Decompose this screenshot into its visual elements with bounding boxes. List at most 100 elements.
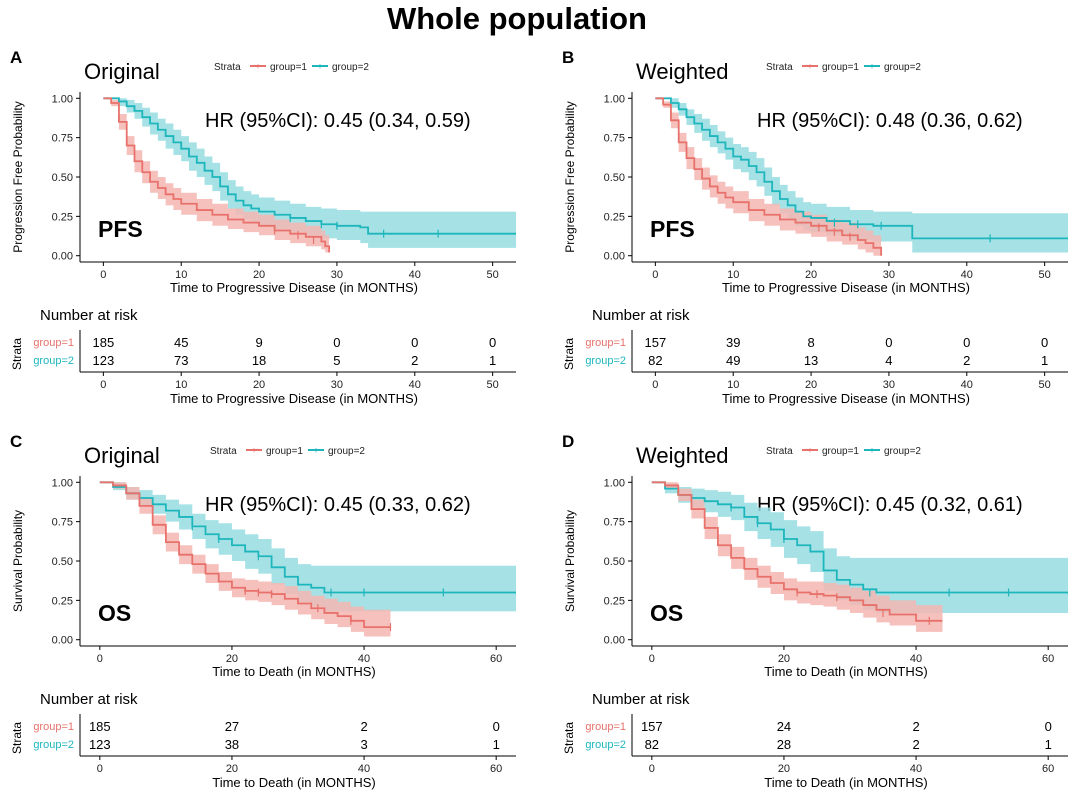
legend-title: Strata bbox=[766, 446, 793, 457]
risk-count: 157 bbox=[641, 719, 663, 734]
x-tick-label: 30 bbox=[883, 269, 895, 281]
panel-b: B Weighted Strata + group=1 + group=2 HR (95%CI… bbox=[562, 48, 1068, 406]
y-tick-label: 0.50 bbox=[604, 172, 625, 184]
x-tick-label: 40 bbox=[961, 269, 973, 281]
y-tick-label: 0.00 bbox=[604, 251, 625, 263]
risk-row-label: group=1 bbox=[33, 337, 74, 349]
risk-x-tick-label: 20 bbox=[805, 379, 817, 391]
panel-subtitle: Original bbox=[84, 443, 160, 468]
y-tick-label: 0.25 bbox=[52, 595, 73, 607]
risk-x-tick-label: 40 bbox=[358, 763, 370, 775]
risk-count: 8 bbox=[807, 335, 814, 350]
legend-label: group=1 bbox=[270, 62, 307, 73]
risk-x-axis-label: Time to Progressive Disease (in MONTHS) bbox=[722, 391, 970, 406]
legend: Strata + group=1 + group=2 bbox=[210, 446, 365, 458]
figure-title: Whole population bbox=[387, 1, 647, 36]
panel-subtitle: Weighted bbox=[636, 59, 729, 84]
legend-label: group=1 bbox=[822, 62, 859, 73]
legend-swatch-plus: + bbox=[313, 446, 318, 456]
x-tick-label: 60 bbox=[490, 653, 502, 665]
risk-count: 2 bbox=[912, 737, 919, 752]
endpoint-label: PFS bbox=[650, 216, 695, 242]
risk-x-tick-label: 0 bbox=[652, 379, 658, 391]
risk-row-label: group=1 bbox=[33, 721, 74, 733]
x-tick-label: 60 bbox=[1042, 653, 1054, 665]
risk-count: 157 bbox=[645, 335, 667, 350]
panel-letter: D bbox=[562, 432, 574, 451]
risk-count: 45 bbox=[174, 335, 188, 350]
risk-row-label: group=2 bbox=[585, 739, 626, 751]
y-axis-label: Progression Free Probability bbox=[563, 101, 577, 252]
risk-count: 0 bbox=[885, 335, 892, 350]
legend-swatch-plus: + bbox=[869, 62, 874, 72]
risk-strata-label: Strata bbox=[562, 338, 576, 370]
legend-swatch-plus: + bbox=[251, 446, 256, 456]
risk-count: 4 bbox=[885, 353, 892, 368]
y-tick-label: 0.75 bbox=[52, 133, 73, 145]
risk-x-tick-label: 20 bbox=[253, 379, 265, 391]
risk-count: 18 bbox=[252, 353, 266, 368]
legend-label: group=2 bbox=[328, 446, 365, 457]
legend: Strata + group=1 + group=2 bbox=[766, 446, 921, 458]
panel-letter: A bbox=[10, 48, 22, 67]
risk-count: 9 bbox=[255, 335, 262, 350]
plot-area bbox=[655, 97, 1068, 256]
km-curve-1 bbox=[103, 97, 331, 253]
legend-item-1: + group=1 bbox=[802, 446, 859, 457]
endpoint-label: OS bbox=[98, 600, 131, 626]
y-tick-label: 0.25 bbox=[604, 595, 625, 607]
ci-band-2 bbox=[651, 482, 1068, 613]
hr-annotation: HR (95%CI): 0.45 (0.32, 0.61) bbox=[757, 494, 1023, 516]
hr-annotation: HR (95%CI): 0.48 (0.36, 0.62) bbox=[757, 110, 1023, 132]
ci-band-1 bbox=[99, 482, 391, 637]
panel-letter: C bbox=[10, 432, 22, 451]
ci-band-2 bbox=[655, 98, 1068, 253]
y-tick-label: 1.00 bbox=[52, 477, 73, 489]
risk-x-tick-label: 40 bbox=[409, 379, 421, 391]
x-tick-label: 0 bbox=[97, 653, 103, 665]
risk-x-tick-label: 50 bbox=[487, 379, 499, 391]
risk-x-tick-label: 10 bbox=[175, 379, 187, 391]
y-axis-label: Survival Probability bbox=[11, 510, 25, 612]
endpoint-label: PFS bbox=[98, 216, 143, 242]
risk-table-title: Number at risk bbox=[592, 307, 690, 324]
risk-x-tick-label: 0 bbox=[649, 763, 655, 775]
x-tick-label: 20 bbox=[805, 269, 817, 281]
x-axis-label: Time to Death (in MONTHS) bbox=[212, 664, 376, 679]
ci-band-1 bbox=[655, 98, 882, 256]
x-tick-label: 40 bbox=[358, 653, 370, 665]
x-tick-label: 40 bbox=[409, 269, 421, 281]
km-curve-1 bbox=[99, 481, 391, 629]
x-tick-label: 50 bbox=[487, 269, 499, 281]
y-tick-label: 0.00 bbox=[52, 635, 73, 647]
km-curve-1 bbox=[651, 481, 943, 622]
x-tick-label: 0 bbox=[652, 269, 658, 281]
legend-label: group=1 bbox=[266, 446, 303, 457]
panel-c: C Original Strata + group=1 + group=2 HR (95%CI… bbox=[10, 432, 516, 790]
x-tick-label: 20 bbox=[778, 653, 790, 665]
legend-label: group=1 bbox=[822, 446, 859, 457]
risk-count: 1 bbox=[493, 737, 500, 752]
legend-swatch-plus: + bbox=[317, 62, 322, 72]
x-axis-label: Time to Progressive Disease (in MONTHS) bbox=[170, 280, 418, 295]
y-axis-label: Progression Free Probability bbox=[11, 101, 25, 252]
risk-count: 0 bbox=[1045, 719, 1052, 734]
risk-count: 82 bbox=[648, 353, 662, 368]
y-axis-label: Survival Probability bbox=[563, 510, 577, 612]
y-tick-label: 0.00 bbox=[52, 251, 73, 263]
legend-swatch-plus: + bbox=[807, 62, 812, 72]
ci-band-2 bbox=[99, 482, 516, 612]
legend: Strata + group=1 + group=2 bbox=[766, 62, 921, 74]
panel-d: D Weighted Strata + group=1 + group=2 HR (95%CI… bbox=[562, 432, 1068, 790]
x-tick-label: 30 bbox=[331, 269, 343, 281]
hr-annotation: HR (95%CI): 0.45 (0.34, 0.59) bbox=[205, 110, 471, 132]
x-axis-label: Time to Death (in MONTHS) bbox=[764, 664, 928, 679]
risk-count: 0 bbox=[493, 719, 500, 734]
risk-x-tick-label: 10 bbox=[727, 379, 739, 391]
km-curve-2 bbox=[103, 97, 516, 235]
risk-table-title: Number at risk bbox=[40, 691, 138, 708]
x-tick-label: 20 bbox=[253, 269, 265, 281]
